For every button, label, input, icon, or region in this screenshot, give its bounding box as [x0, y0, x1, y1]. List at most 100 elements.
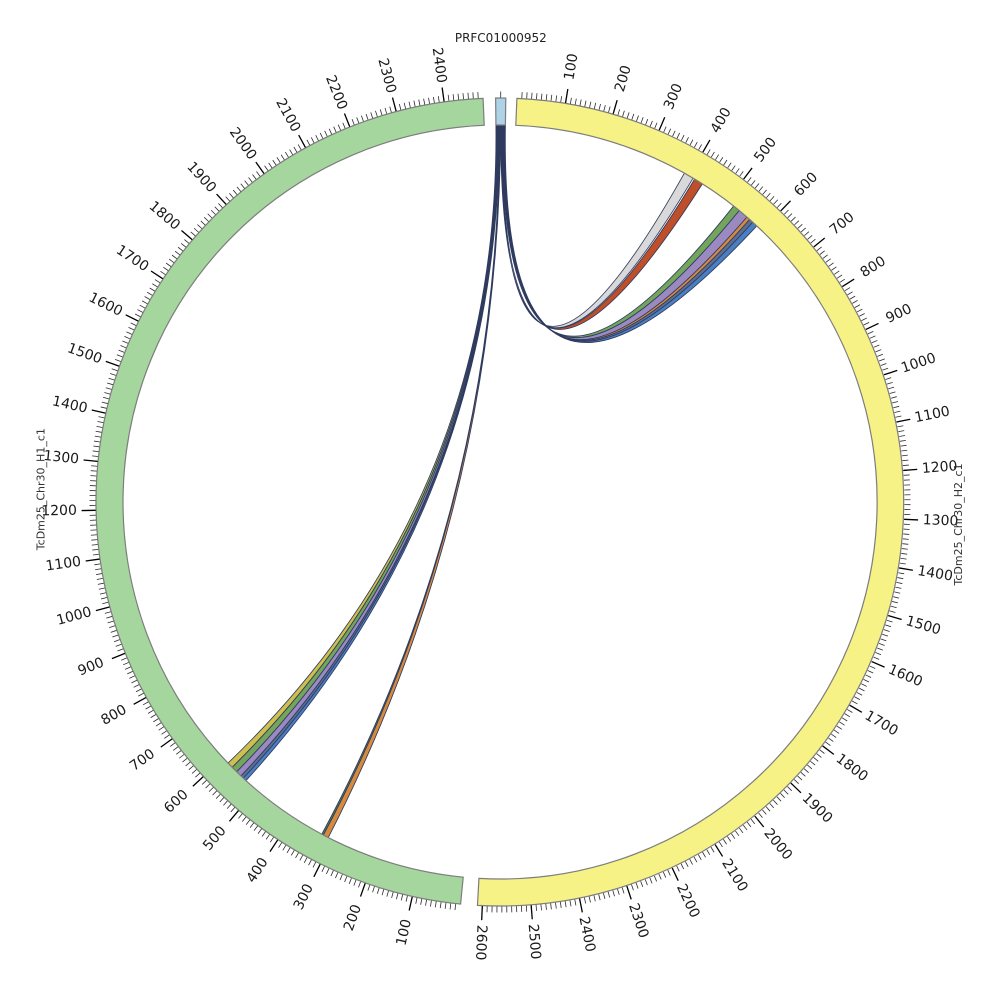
- minor-tick: [444, 902, 447, 909]
- major-tick: [904, 518, 919, 521]
- minor-tick: [193, 227, 199, 233]
- minor-tick: [244, 180, 249, 186]
- minor-tick: [536, 93, 538, 100]
- minor-tick: [248, 177, 253, 183]
- minor-tick: [144, 296, 151, 300]
- minor-tick: [276, 157, 281, 163]
- minor-tick: [901, 553, 908, 555]
- minor-tick: [654, 122, 658, 129]
- minor-tick: [790, 216, 796, 222]
- tick-label: 2000: [760, 826, 795, 864]
- minor-tick: [134, 313, 141, 318]
- major-tick: [408, 896, 413, 911]
- minor-tick: [540, 93, 543, 100]
- minor-tick: [141, 300, 148, 305]
- minor-tick: [101, 401, 108, 404]
- tick-label: 1200: [41, 503, 77, 520]
- tick-label: 2300: [374, 57, 399, 96]
- minor-tick: [284, 151, 289, 158]
- minor-tick: [280, 154, 285, 161]
- tick-label: 2200: [322, 73, 350, 112]
- minor-tick: [555, 902, 557, 909]
- minor-tick: [312, 861, 317, 868]
- minor-tick: [662, 871, 667, 878]
- minor-tick: [698, 144, 702, 150]
- minor-tick: [335, 872, 339, 879]
- minor-tick: [574, 899, 577, 906]
- tick-label: 100: [394, 918, 415, 948]
- minor-tick: [110, 373, 116, 376]
- minor-tick: [111, 368, 118, 372]
- minor-tick: [640, 881, 644, 888]
- major-tick: [888, 614, 902, 621]
- minor-tick: [376, 887, 380, 894]
- minor-tick: [797, 223, 803, 229]
- minor-tick: [878, 358, 885, 362]
- minor-tick: [794, 220, 800, 226]
- minor-tick: [306, 139, 311, 146]
- minor-tick: [854, 696, 860, 700]
- minor-tick: [92, 455, 99, 457]
- tick-label: 1500: [65, 340, 104, 367]
- minor-tick: [545, 94, 548, 101]
- tick-label: 1300: [922, 512, 958, 530]
- minor-tick: [348, 878, 352, 884]
- minor-tick: [164, 734, 170, 739]
- minor-tick: [653, 875, 657, 882]
- minor-tick: [851, 700, 858, 705]
- minor-tick: [875, 349, 882, 353]
- minor-tick: [452, 94, 455, 101]
- minor-tick: [215, 793, 221, 799]
- tick-label: 600: [791, 169, 821, 199]
- minor-tick: [337, 124, 341, 131]
- minor-tick: [210, 209, 216, 215]
- major-tick: [871, 660, 885, 668]
- minor-tick: [190, 231, 196, 237]
- minor-tick: [154, 279, 161, 284]
- tick-label: 1600: [86, 290, 125, 320]
- major-tick: [865, 322, 879, 331]
- minor-tick: [831, 266, 837, 271]
- minor-tick: [649, 120, 653, 127]
- minor-tick: [342, 122, 346, 129]
- minor-tick: [739, 171, 744, 177]
- minor-tick: [766, 192, 771, 198]
- minor-tick: [689, 859, 693, 865]
- minor-tick: [863, 679, 870, 683]
- minor-tick: [153, 718, 159, 723]
- minor-tick: [191, 769, 197, 774]
- minor-tick: [718, 841, 723, 848]
- minor-tick: [149, 287, 156, 292]
- tick-label: 400: [708, 105, 735, 136]
- tick-label: 100: [561, 52, 581, 81]
- minor-tick: [588, 896, 591, 903]
- tick-label: 700: [827, 209, 858, 238]
- minor-tick: [693, 856, 698, 863]
- tick-label: 1100: [45, 554, 83, 575]
- minor-tick: [257, 828, 262, 834]
- minor-tick: [822, 254, 828, 259]
- minor-tick: [847, 291, 853, 296]
- tick-label: 1300: [43, 448, 80, 467]
- minor-tick: [126, 331, 133, 335]
- minor-tick: [894, 410, 901, 413]
- minor-tick: [365, 113, 369, 120]
- minor-tick: [256, 171, 261, 177]
- major-tick: [125, 314, 139, 322]
- minor-tick: [886, 619, 893, 623]
- minor-tick: [308, 859, 312, 866]
- minor-tick: [174, 250, 181, 256]
- minor-tick: [640, 117, 644, 124]
- major-tick: [898, 567, 914, 571]
- minor-tick: [172, 746, 179, 751]
- minor-tick: [434, 901, 437, 908]
- minor-tick: [269, 836, 274, 843]
- minor-tick: [129, 675, 135, 679]
- minor-tick: [97, 582, 104, 585]
- minor-tick: [152, 283, 158, 288]
- major-tick: [298, 134, 306, 148]
- minor-tick: [869, 335, 876, 339]
- minor-tick: [593, 895, 596, 902]
- segment-label-H2: TcDm25_Chr30_H2_c1: [952, 463, 965, 586]
- segment-label-contig: PRFC01000952: [455, 31, 547, 45]
